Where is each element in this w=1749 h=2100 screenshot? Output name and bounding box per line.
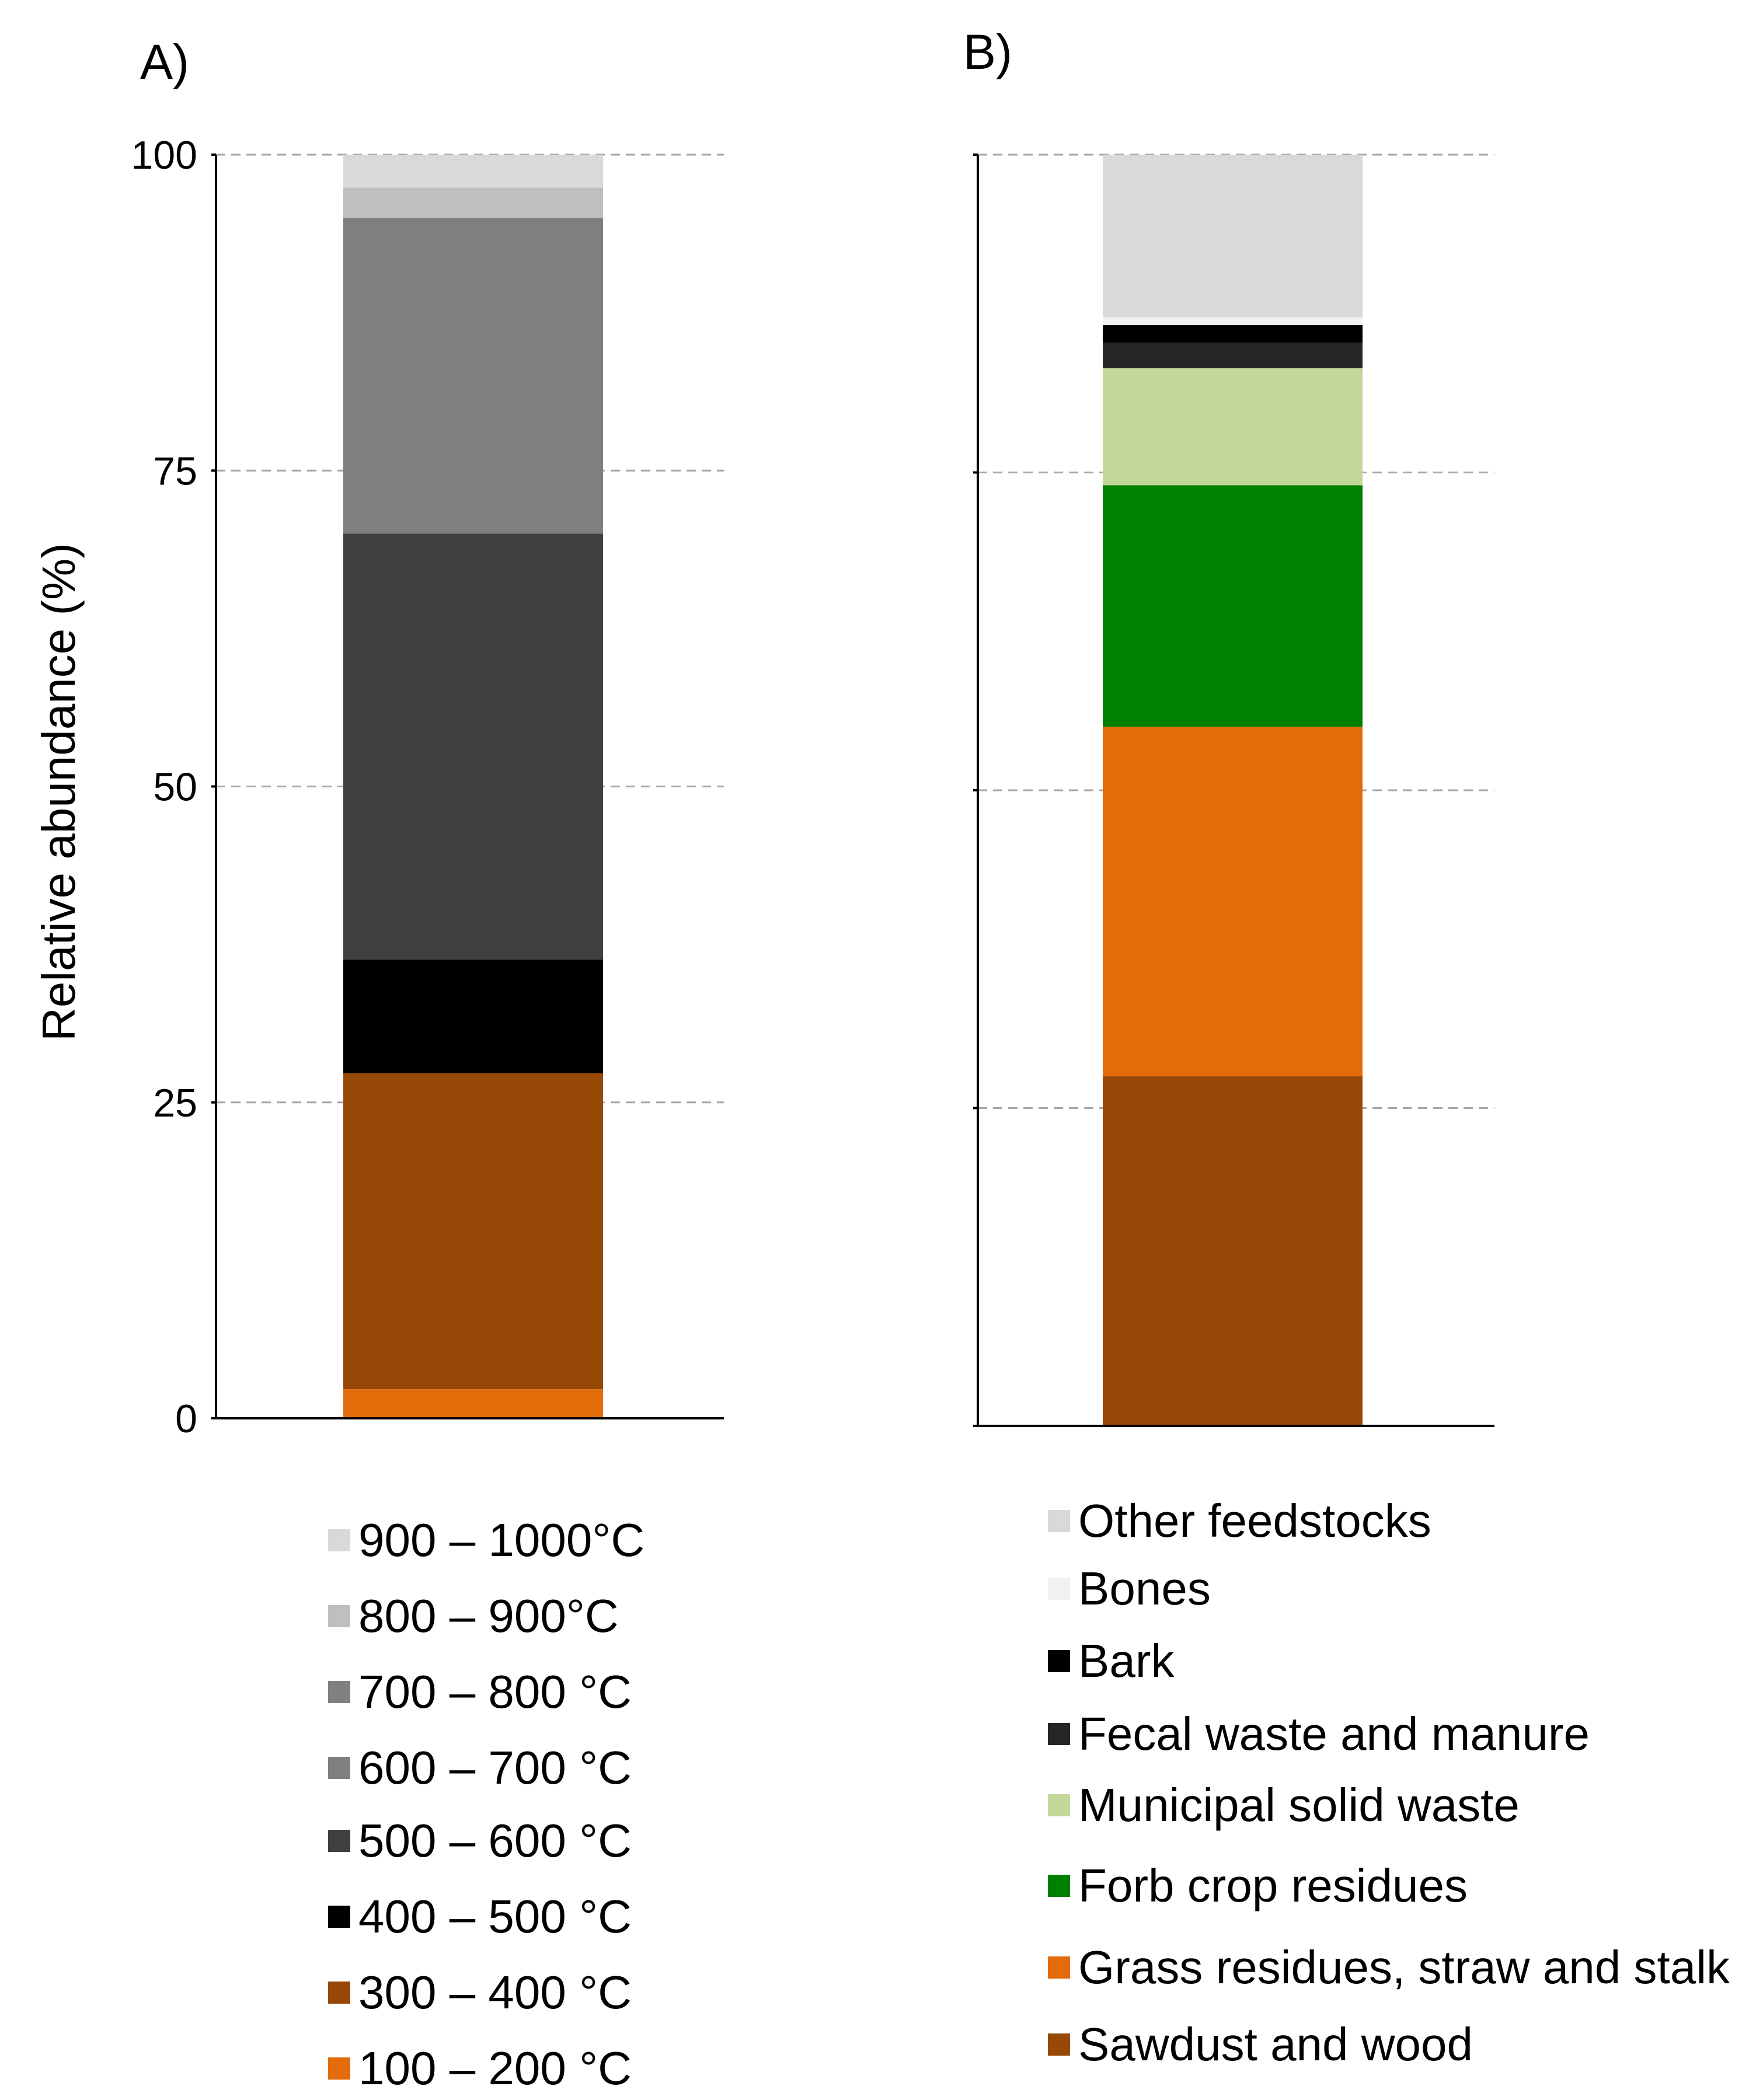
legend-swatch-forb-crop-residues: [1048, 1875, 1070, 1897]
panel-b-stacked-bar: [1103, 155, 1363, 1426]
legend-swatch-500-600-c: [328, 1830, 350, 1852]
bar-segment-bones: [1103, 317, 1363, 325]
legend-label-bones: Bones: [1078, 1562, 1211, 1614]
legend-swatch-700-800-c: [328, 1681, 350, 1703]
bar-segment-forb-crop-residues: [1103, 485, 1363, 727]
legend-label-300-400-c: 300 – 400 °C: [358, 1966, 632, 2018]
legend-label-900-1000c: 900 – 1000°C: [358, 1514, 644, 1566]
bar-segment-bark: [1103, 325, 1363, 343]
legend-label-municipal-solid-waste: Municipal solid waste: [1078, 1779, 1520, 1831]
bar-segment-100-200-c: [343, 1389, 603, 1418]
panel-b-legend: Other feedstocks Bones Bark Fecal waste and…: [1048, 1495, 1730, 2070]
legend-swatch-300-400-c: [328, 1982, 350, 2004]
panel-b-chart: B) Other feedstocks Bones Bark Fecal waste …: [963, 25, 1730, 2070]
bar-segment-600-700-c: [343, 218, 603, 534]
legend-swatch-bark: [1048, 1650, 1070, 1672]
panel-a-gridlines: [216, 154, 724, 1104]
legend-label-fecal-waste-and-manure: Fecal waste and manure: [1078, 1708, 1590, 1760]
legend-swatch-other-feedstocks: [1048, 1510, 1070, 1532]
legend-label-sawdust-and-wood: Sawdust and wood: [1078, 2018, 1473, 2070]
legend-label-100-200-c: 100 – 200 °C: [358, 2042, 632, 2094]
legend-swatch-municipal-solid-waste: [1048, 1794, 1070, 1816]
legend-swatch-bones: [1048, 1578, 1070, 1600]
bar-segment-800-900c: [343, 187, 603, 218]
legend-swatch-400-500-c: [328, 1906, 350, 1928]
y-tick-label: 100: [131, 133, 197, 177]
bar-segment-300-400-c: [343, 1073, 603, 1390]
bar-segment-other-feedstocks: [1103, 155, 1363, 318]
legend-label-400-500-c: 400 – 500 °C: [358, 1890, 632, 1942]
legend-swatch-600-700-c: [328, 1757, 350, 1779]
panel-a-label: A): [140, 34, 189, 89]
panel-a-chart: A) 0 25 50 75 100 Relative abundance (%) 900…: [33, 34, 724, 2094]
bar-segment-fecal-waste-and-manure: [1103, 343, 1363, 368]
legend-swatch-800-900c: [328, 1605, 350, 1627]
legend-swatch-100-200-c: [328, 2057, 350, 2080]
legend-swatch-fecal-waste-and-manure: [1048, 1723, 1070, 1745]
panel-b-axes: [973, 154, 1494, 1427]
legend-swatch-grass-residues-straw-and-stalk: [1048, 1956, 1070, 1979]
bar-segment-municipal-solid-waste: [1103, 368, 1363, 486]
legend-swatch-sawdust-and-wood: [1048, 2033, 1070, 2056]
bar-segment-400-500-c: [343, 960, 603, 1073]
bar-segment-500-600-c: [343, 533, 603, 960]
panel-a-axes: [211, 154, 724, 1419]
y-axis-title: Relative abundance (%): [33, 543, 85, 1041]
legend-label-500-600-c: 500 – 600 °C: [358, 1815, 632, 1867]
legend-label-800-900c: 800 – 900°C: [358, 1590, 619, 1642]
legend-label-grass-residues-straw-and-stalk: Grass residues, straw and stalk: [1078, 1941, 1730, 1993]
y-tick-label: 25: [153, 1081, 197, 1125]
panel-a-legend: 900 – 1000°C 800 – 900°C 700 – 800 °C 600 –…: [328, 1514, 644, 2094]
legend-label-700-800-c: 700 – 800 °C: [358, 1666, 632, 1718]
legend-label-600-700-c: 600 – 700 °C: [358, 1742, 632, 1794]
panel-a-y-tick-labels: 0 25 50 75 100: [131, 133, 197, 1441]
panel-a-stacked-bar: [343, 155, 603, 1418]
panel-b-label: B): [963, 25, 1012, 79]
legend-label-bark: Bark: [1078, 1635, 1175, 1687]
legend-swatch-900-1000c: [328, 1529, 350, 1551]
y-tick-label: 0: [175, 1397, 197, 1441]
bar-segment-900-1000c: [343, 155, 603, 188]
legend-label-other-feedstocks: Other feedstocks: [1078, 1495, 1431, 1547]
y-tick-label: 75: [153, 449, 197, 493]
bar-segment-grass-residues-straw-and-stalk: [1103, 727, 1363, 1077]
legend-label-forb-crop-residues: Forb crop residues: [1078, 1860, 1468, 1911]
bar-segment-sawdust-and-wood: [1103, 1076, 1363, 1426]
y-tick-label: 50: [153, 765, 197, 810]
